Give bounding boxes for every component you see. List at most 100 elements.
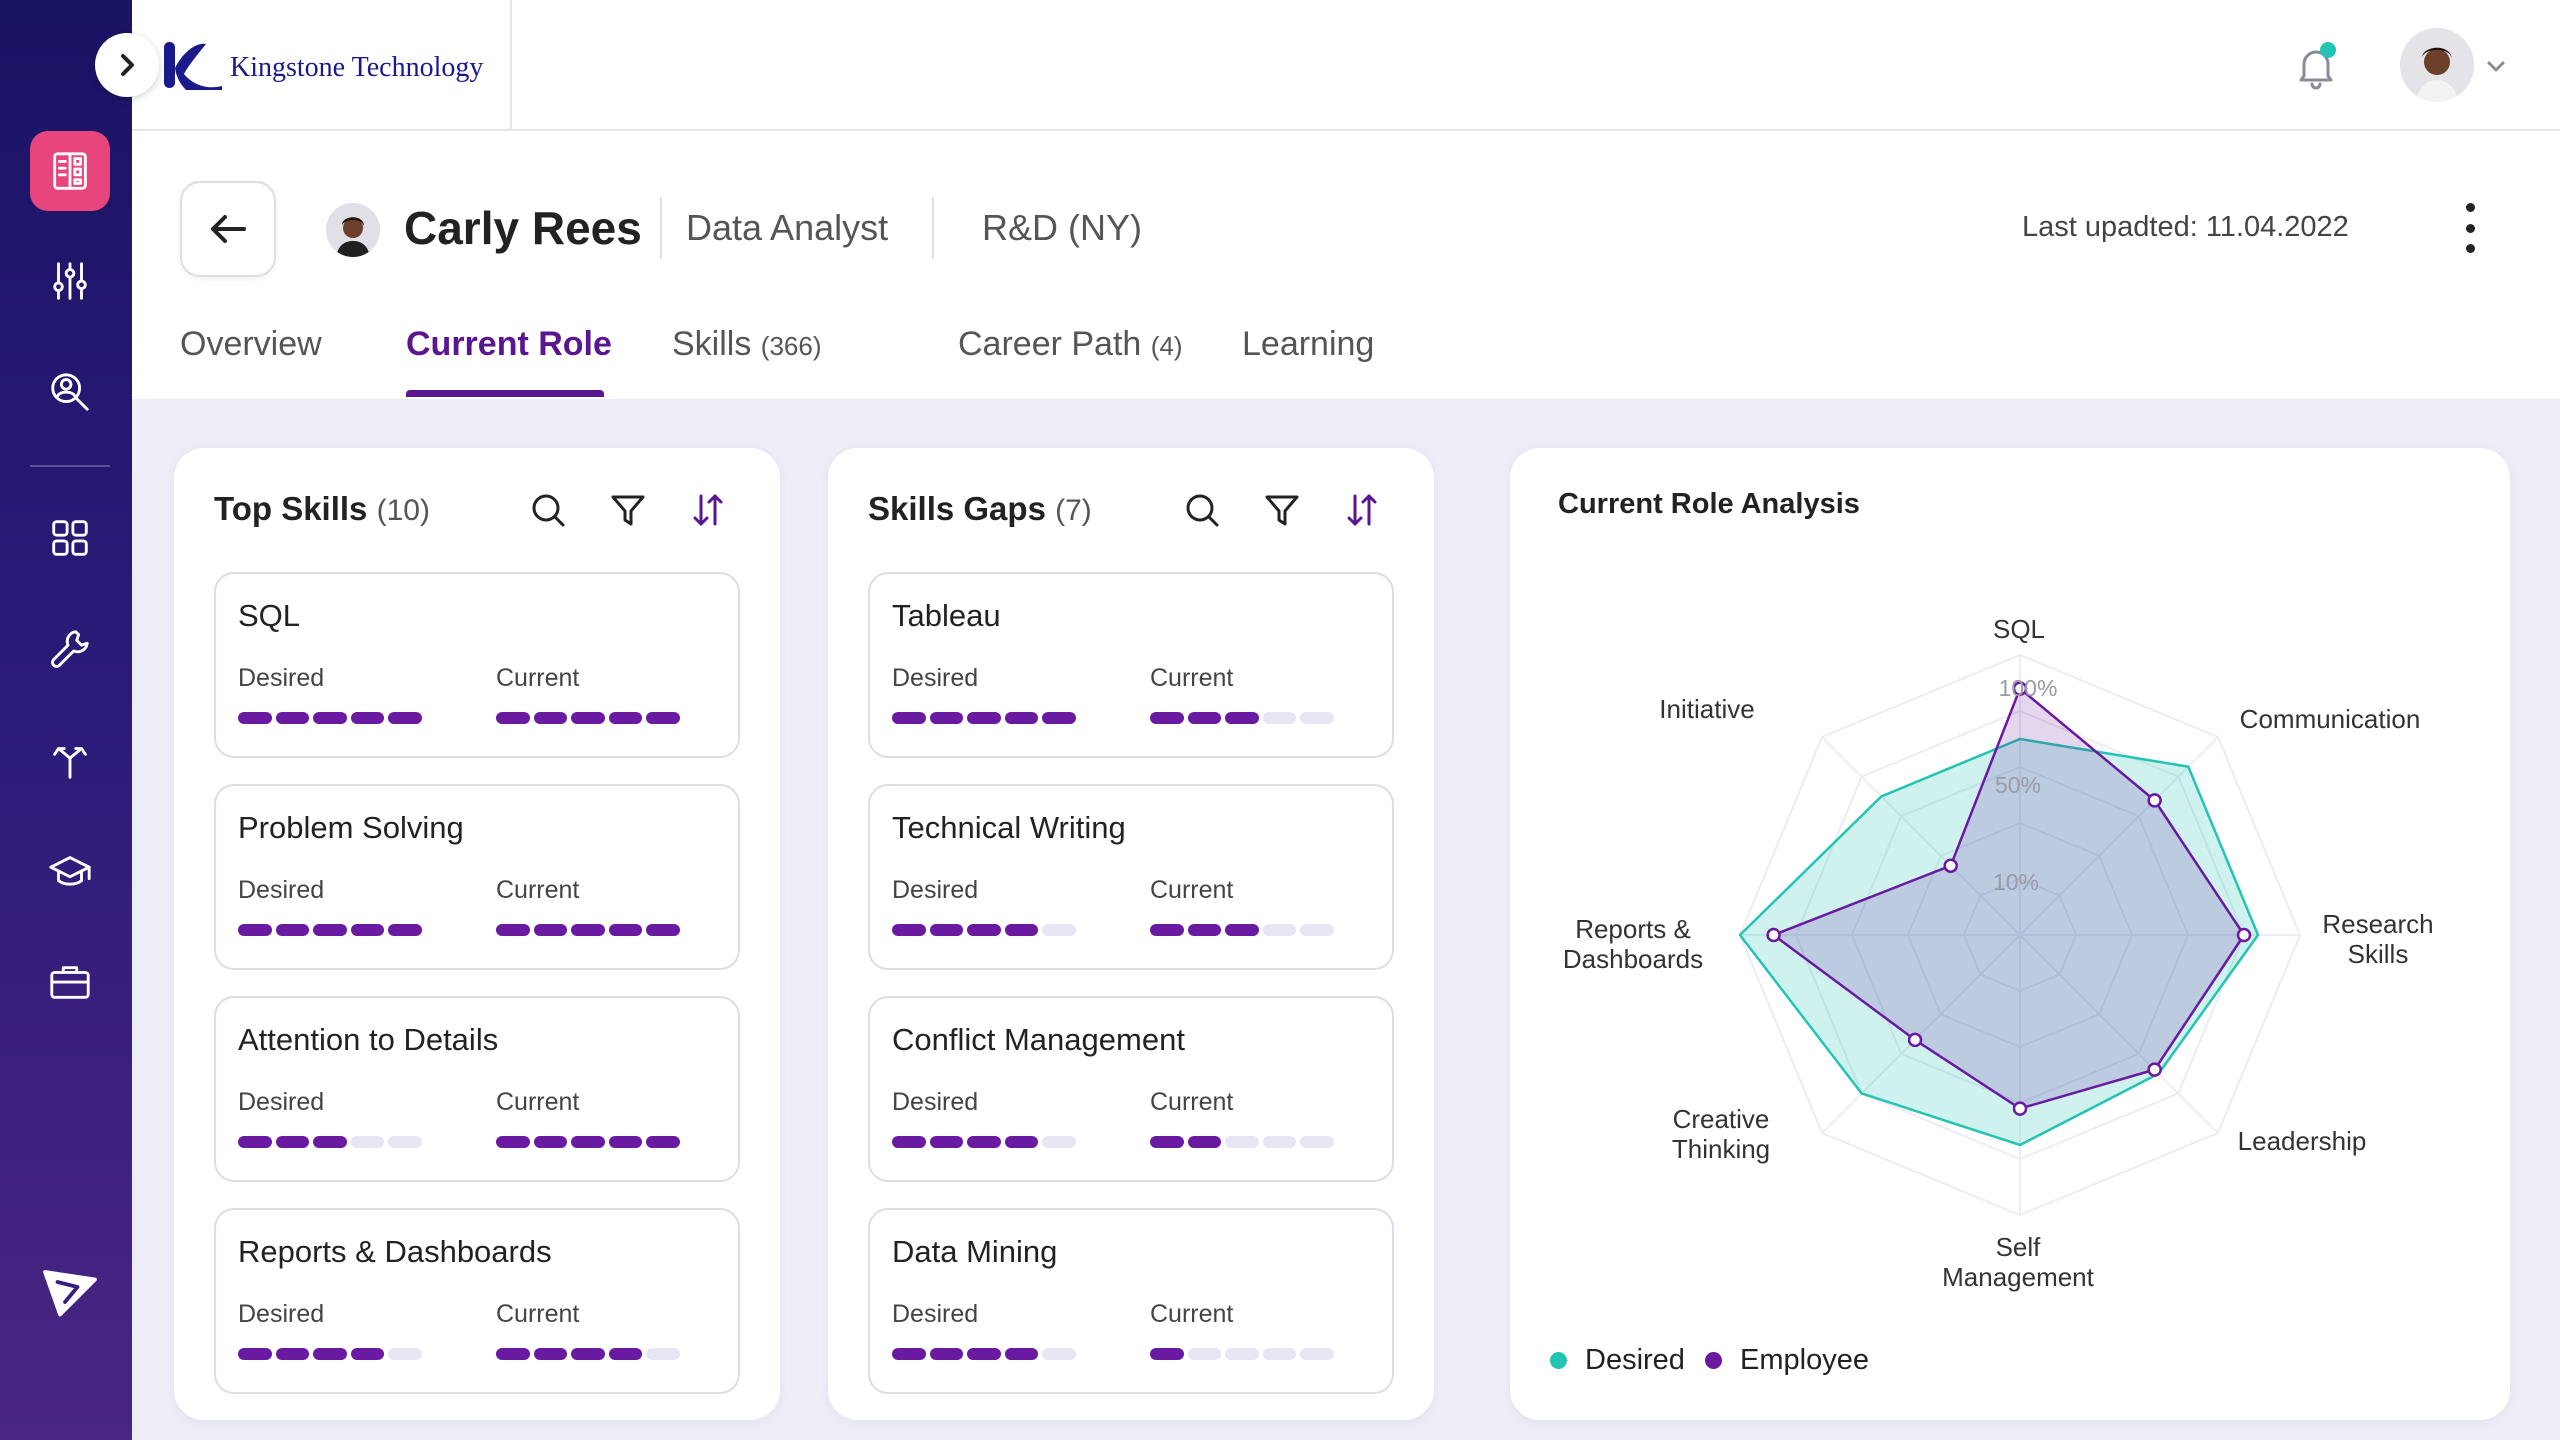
current-level-bar	[496, 1348, 680, 1360]
desired-level-bar	[238, 712, 422, 724]
legend-item-desired[interactable]: Desired	[1550, 1344, 1685, 1377]
sidebar-item-jobs[interactable]	[30, 942, 110, 1022]
tab-label: Learning	[1242, 325, 1375, 363]
tab-skills[interactable]: Skills (366)	[672, 325, 822, 399]
level-segment	[238, 924, 272, 936]
skill-name: Technical Writing	[892, 810, 1126, 845]
active-tab-indicator	[406, 390, 604, 397]
level-segment	[350, 924, 385, 936]
level-segment	[646, 1136, 680, 1148]
user-menu-button[interactable]	[2484, 54, 2508, 78]
avatar-photo-icon	[2400, 28, 2474, 102]
radar-point	[2012, 1101, 2028, 1116]
sidebar-item-send[interactable]	[30, 1252, 110, 1332]
skill-item[interactable]: Tableau Desired Current	[868, 572, 1394, 758]
level-segment	[533, 1136, 568, 1148]
desired-label: Desired	[892, 1300, 979, 1328]
send-icon	[43, 1270, 97, 1317]
search-icon	[1186, 494, 1219, 527]
current-level-bar	[496, 1136, 680, 1148]
skill-item[interactable]: Attention to Details Desired Current	[214, 996, 740, 1182]
legend-label: Desired	[1585, 1344, 1685, 1376]
legend-item-employee[interactable]: Employee	[1705, 1344, 1869, 1377]
level-segment	[571, 1348, 605, 1360]
level-segment	[1262, 1348, 1297, 1360]
desired-label: Desired	[238, 1088, 325, 1116]
level-segment	[967, 712, 1001, 724]
level-segment	[1187, 1348, 1222, 1360]
more-options-button[interactable]	[2462, 203, 2478, 253]
card-title-text: Top Skills	[214, 490, 368, 527]
skill-item[interactable]: SQL Desired Current	[214, 572, 740, 758]
wrench-icon	[51, 630, 89, 668]
search-button[interactable]	[528, 490, 568, 530]
notifications-button[interactable]	[2292, 42, 2340, 90]
radar-axis-label: Self Management	[1942, 1232, 2095, 1292]
current-role-analysis-card: Current Role Analysis 100% 50% 10% SQL Commu…	[1510, 448, 2510, 1420]
filter-button[interactable]	[608, 490, 648, 530]
level-segment	[1225, 924, 1259, 936]
user-avatar[interactable]	[2400, 28, 2474, 102]
skill-item[interactable]: Data Mining Desired Current	[868, 1208, 1394, 1394]
skill-item[interactable]: Technical Writing Desired Current	[868, 784, 1394, 970]
top-skills-card: Top Skills (10) SQL Desired Current Problem…	[174, 448, 780, 1420]
skill-name: SQL	[238, 598, 301, 633]
level-segment	[967, 1136, 1001, 1148]
divider	[932, 197, 934, 259]
sort-button[interactable]	[688, 490, 728, 530]
desired-level-bar	[238, 1348, 422, 1360]
kingstone-logo-icon	[164, 42, 222, 90]
sidebar-item-tools[interactable]	[30, 609, 110, 689]
sidebar-divider	[30, 465, 110, 467]
tab-career-path[interactable]: Career Path (4)	[958, 325, 1183, 399]
level-segment	[1300, 712, 1334, 724]
sidebar-item-learning[interactable]	[30, 831, 110, 911]
search-button[interactable]	[1182, 490, 1222, 530]
level-segment	[238, 1136, 272, 1148]
back-button[interactable]	[180, 181, 276, 277]
skill-item[interactable]: Conflict Management Desired Current	[868, 996, 1394, 1182]
sidebar-toggle-button[interactable]	[95, 33, 159, 97]
tab-current-role[interactable]: Current Role	[406, 325, 612, 399]
sidebar-item-apps[interactable]	[30, 498, 110, 578]
tab-label: Current Role	[406, 325, 612, 363]
sidebar-item-settings[interactable]	[30, 241, 110, 321]
radar-point	[2012, 681, 2028, 696]
person-search-icon	[51, 373, 89, 411]
level-segment	[929, 712, 964, 724]
radar-point	[2147, 1062, 2162, 1077]
level-segment	[646, 924, 680, 936]
level-segment	[1262, 712, 1297, 724]
level-segment	[350, 1136, 385, 1148]
sidebar-item-dashboard[interactable]	[30, 131, 110, 211]
brand-logo[interactable]: Kingstone Technology	[132, 0, 512, 131]
radar-spoke	[1821, 934, 2021, 1134]
tab-learning[interactable]: Learning	[1242, 325, 1374, 399]
skill-name: Tableau	[892, 598, 1001, 633]
sidebar-item-career[interactable]	[30, 720, 110, 800]
card-title-text: Skills Gaps	[868, 490, 1046, 527]
skills-gaps-card: Skills Gaps (7) Tableau Desired Current Tec…	[828, 448, 1434, 1420]
tab-overview[interactable]: Overview	[180, 325, 322, 399]
filter-button[interactable]	[1262, 490, 1302, 530]
level-segment	[967, 924, 1001, 936]
desired-level-bar	[238, 924, 422, 936]
skill-name: Conflict Management	[892, 1022, 1185, 1057]
dashboard-icon	[53, 152, 87, 190]
current-label: Current	[1150, 876, 1234, 904]
sort-button[interactable]	[1342, 490, 1382, 530]
level-segment	[892, 712, 926, 724]
desired-label: Desired	[238, 1300, 325, 1328]
level-segment	[1042, 1348, 1076, 1360]
current-level-bar	[496, 712, 680, 724]
filter-icon	[1265, 495, 1299, 526]
radar-axis-label-line: Thinking	[1672, 1134, 1770, 1164]
skill-name: Data Mining	[892, 1234, 1058, 1269]
skill-name: Attention to Details	[238, 1022, 499, 1057]
employee-avatar	[326, 203, 380, 257]
level-segment	[1262, 1136, 1297, 1148]
skill-item[interactable]: Problem Solving Desired Current	[214, 784, 740, 970]
sidebar-item-search-people[interactable]	[30, 352, 110, 432]
briefcase-icon	[50, 966, 90, 999]
skill-item[interactable]: Reports & Dashboards Desired Current	[214, 1208, 740, 1394]
